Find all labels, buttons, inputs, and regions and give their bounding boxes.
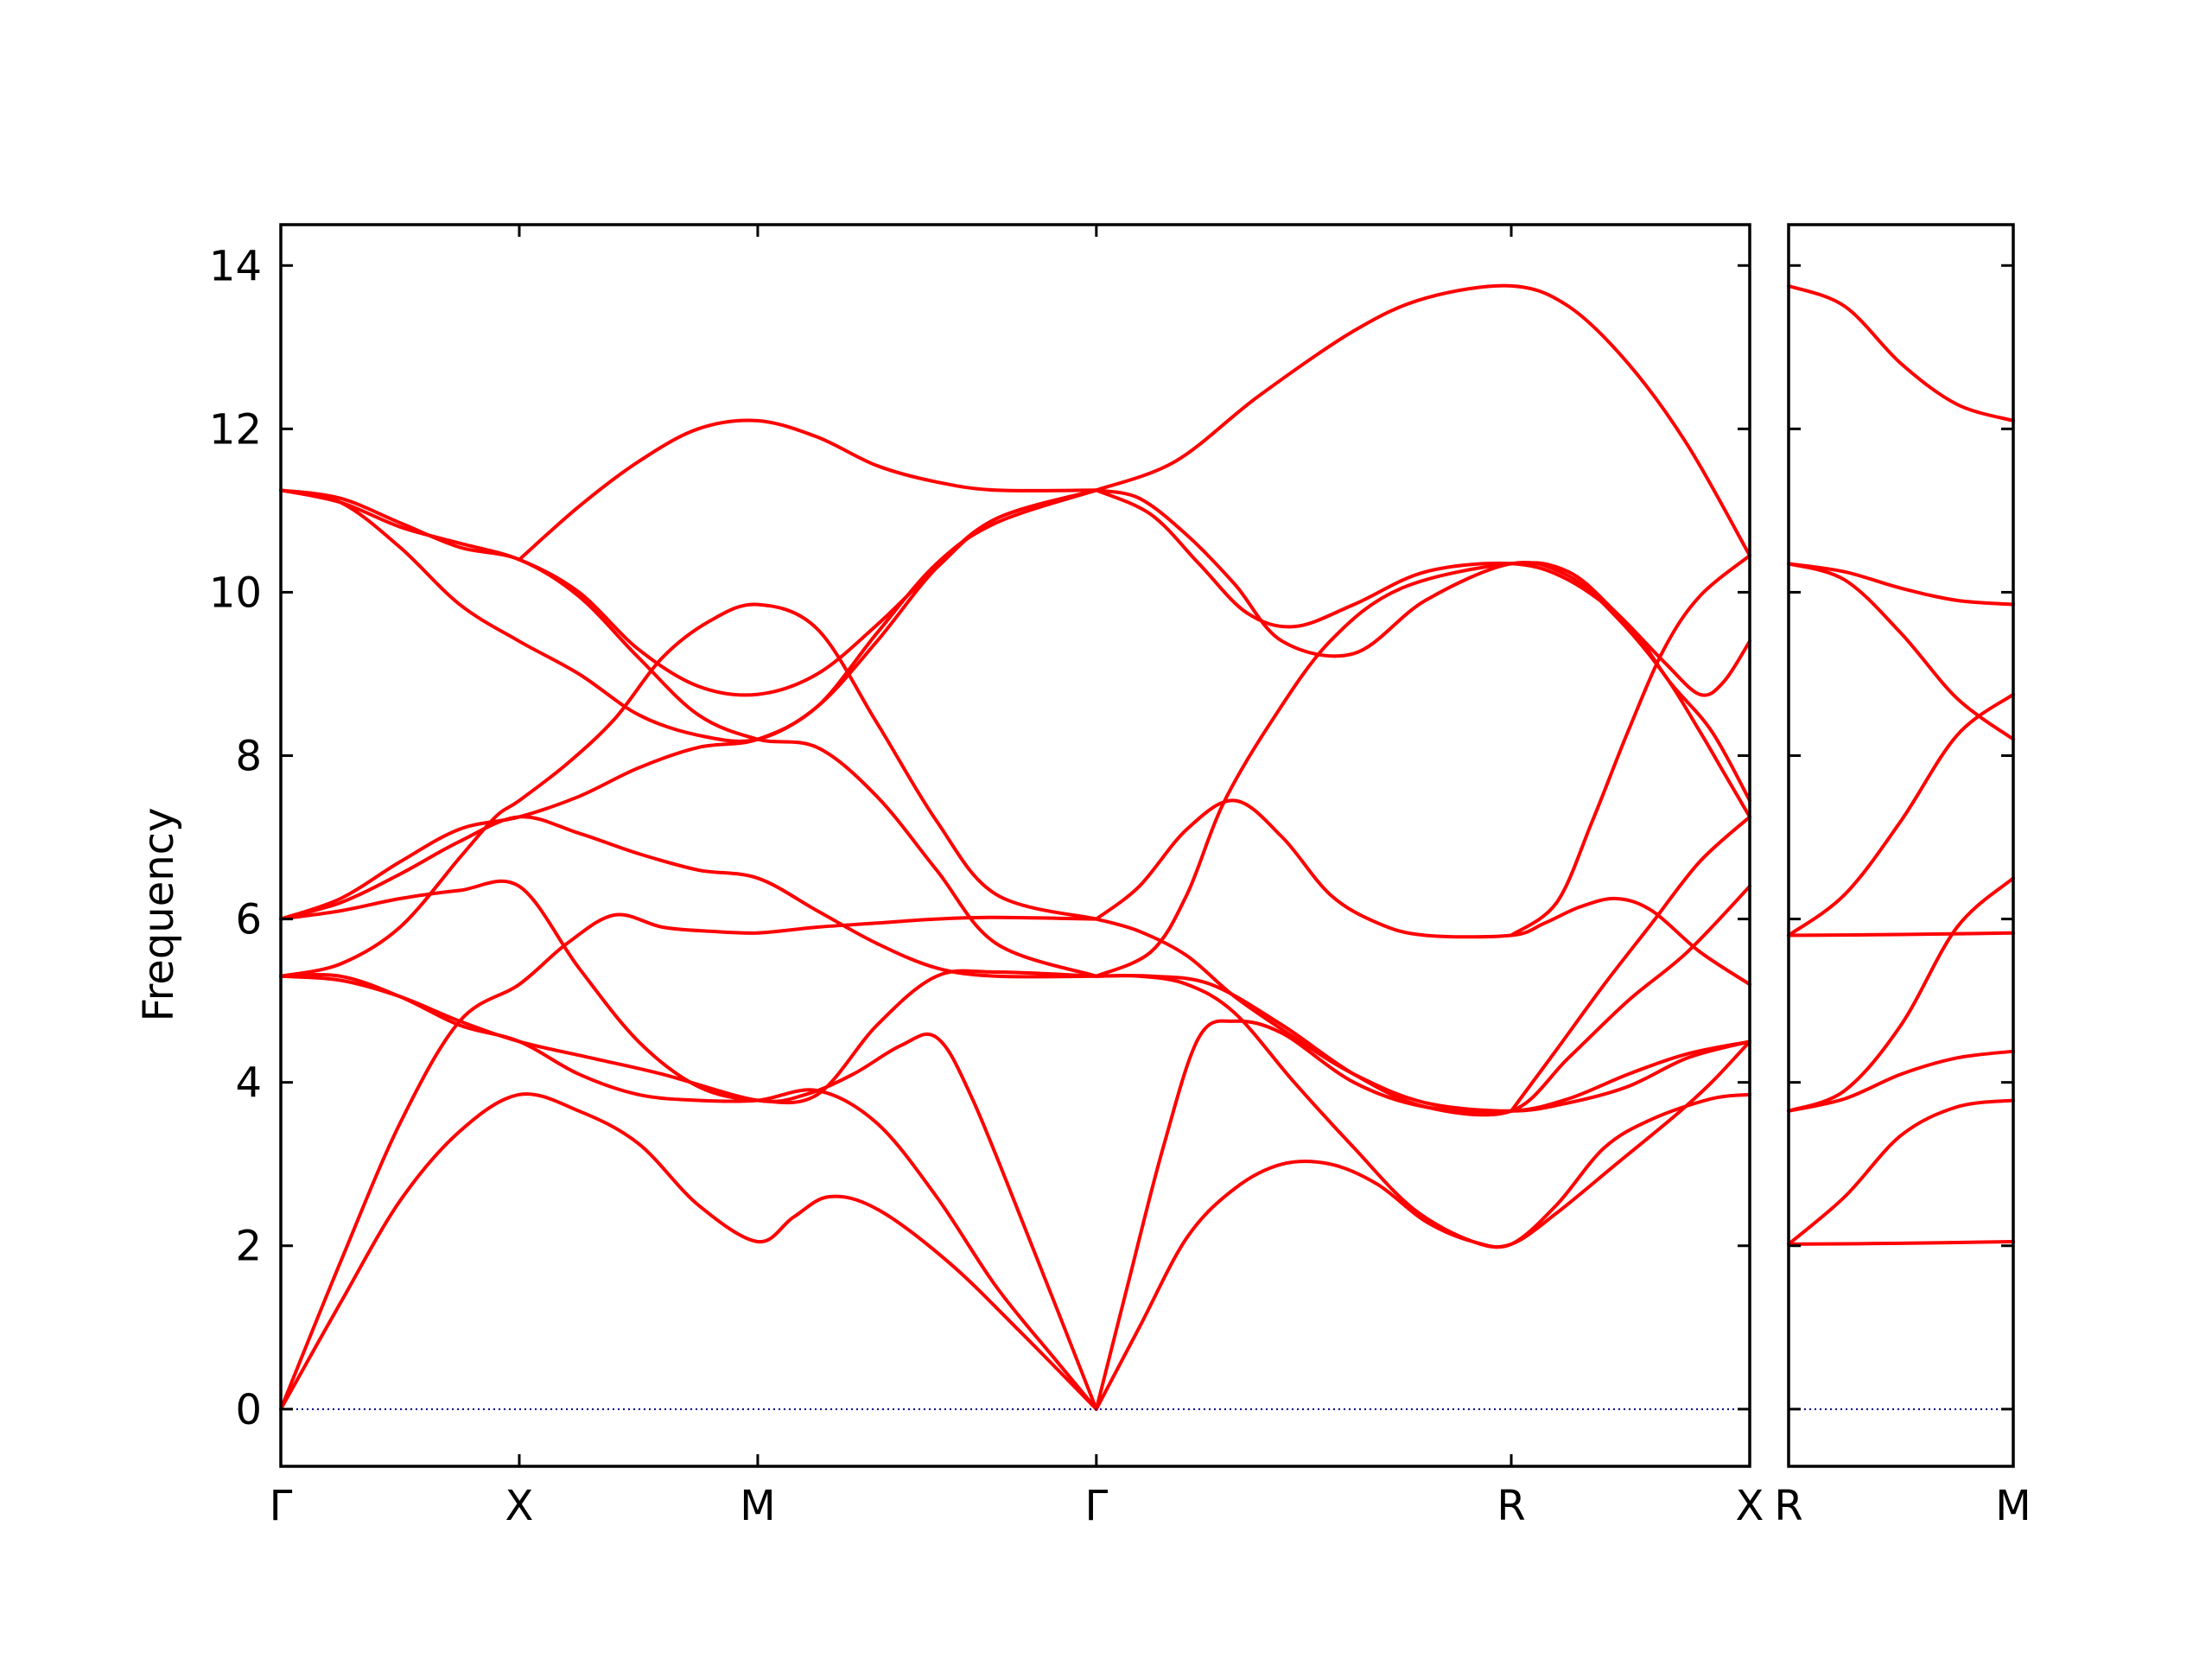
main-ticks: [279, 225, 1751, 1466]
main-band-23: [1510, 553, 1751, 938]
side-band-5: [1787, 931, 2015, 938]
main-plot-frame: [279, 223, 1751, 1468]
side-plot-frame: [1787, 223, 2015, 1468]
side-bands: [1787, 283, 2015, 1246]
main-xtick-label: M: [740, 1482, 775, 1530]
side-band-8: [1787, 1098, 2015, 1246]
main-xtick-label: Γ: [270, 1482, 293, 1530]
main-band-7: [279, 815, 1098, 979]
main-band-10: [279, 488, 1098, 921]
ytick-label: 8: [235, 733, 262, 781]
ytick-label: 2: [235, 1223, 262, 1271]
main-band-17: [1094, 1092, 1751, 1411]
main-band-22: [1094, 488, 1751, 819]
ytick-label: 10: [209, 569, 262, 617]
main-panel: Γ X M Γ R X 0 2 4 6 8 10 12 14: [209, 223, 1764, 1530]
main-band-2: [279, 912, 1098, 1411]
side-ticks: [1787, 225, 2015, 1466]
main-band-18: [1094, 917, 1751, 1113]
main-band-12: [518, 418, 1098, 562]
y-axis-label: Frequency: [135, 808, 183, 1022]
main-xtick-label: Γ: [1084, 1482, 1108, 1530]
main-bands: [279, 283, 1751, 1411]
side-xtick-label: M: [1995, 1482, 2031, 1530]
main-band-21: [1094, 561, 1751, 978]
main-band-16: [1094, 1019, 1751, 1411]
main-band-11: [279, 488, 1098, 697]
main-band-19: [1094, 974, 1751, 1249]
side-band-7: [1787, 1049, 2015, 1113]
main-band-15: [1094, 798, 1751, 987]
main-band-4: [279, 973, 1098, 1411]
main-xtick-label: R: [1497, 1482, 1525, 1530]
side-band-1: [1787, 283, 2015, 423]
ytick-label: 6: [235, 896, 262, 944]
y-tick-labels: 0 2 4 6 8 10 12 14: [209, 242, 262, 1434]
main-band-14: [1094, 488, 1751, 803]
side-xtick-label: R: [1774, 1482, 1802, 1530]
main-band-13: [1094, 283, 1751, 557]
main-band-3: [279, 974, 1098, 1411]
main-xtick-label: X: [1736, 1482, 1764, 1530]
main-band-8: [279, 488, 1098, 978]
main-xtick-label: X: [505, 1482, 534, 1530]
ytick-label: 4: [235, 1059, 262, 1108]
side-band-9: [1787, 1240, 2015, 1246]
main-band-20: [1094, 884, 1751, 1117]
ytick-label: 12: [209, 405, 262, 454]
main-band-6: [279, 879, 1098, 1105]
side-band-3: [1787, 562, 2015, 741]
ytick-label: 0: [235, 1386, 262, 1434]
side-band-2: [1787, 562, 2015, 607]
main-band-1: [279, 1092, 1098, 1411]
side-band-6: [1787, 876, 2015, 1113]
main-band-24: [1510, 815, 1751, 1113]
ytick-label: 14: [209, 242, 262, 290]
side-band-4: [1787, 692, 2015, 938]
